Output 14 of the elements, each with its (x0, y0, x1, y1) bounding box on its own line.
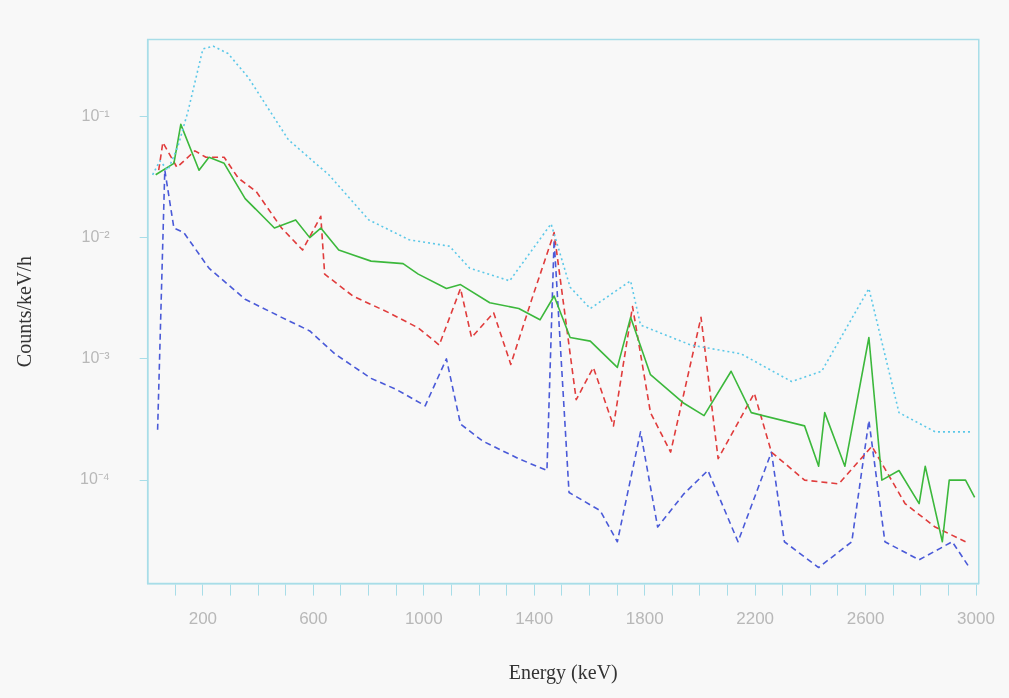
x-tick-label: 1800 (625, 609, 664, 629)
x-tick-label: 1400 (515, 609, 554, 629)
x-axis-title: Energy (keV) (508, 661, 618, 685)
x-tick-label: 600 (299, 609, 328, 629)
y-tick-label: 10⁻¹ (81, 106, 110, 124)
y-tick-label: 10⁻² (81, 228, 111, 246)
x-tick-label: 200 (188, 609, 218, 629)
x-tick-label: 2600 (846, 609, 885, 629)
y-axis-title: Counts/keV/h (13, 256, 36, 368)
x-tick-label: 3000 (957, 609, 995, 629)
y-tick-label: 10⁻⁴ (80, 470, 110, 488)
x-tick-label: 2200 (736, 609, 775, 629)
y-tick-label: 10⁻³ (81, 349, 111, 367)
x-tick-label: 1000 (404, 609, 443, 629)
